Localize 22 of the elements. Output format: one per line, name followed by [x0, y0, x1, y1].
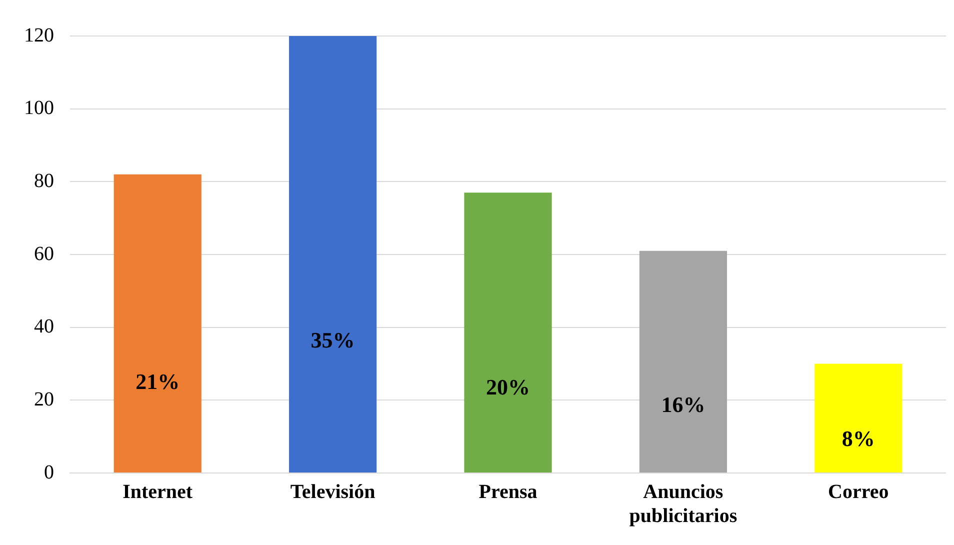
y-tick-label: 100	[24, 97, 54, 120]
x-tick-label: Televisión	[290, 481, 376, 504]
bar	[464, 192, 552, 472]
annotation: 16%	[661, 392, 706, 418]
y-tick-label: 20	[34, 388, 54, 410]
y-tick-label: 60	[34, 242, 54, 265]
bar	[289, 36, 377, 472]
y-tick-label: 40	[34, 316, 54, 338]
y-tick-label: 80	[34, 170, 54, 192]
annotation: 35%	[310, 328, 355, 353]
bar	[114, 174, 202, 472]
annotation: 8%	[842, 426, 875, 451]
y-tick-label: 0	[44, 461, 54, 484]
bar	[639, 250, 727, 472]
annotation: 21%	[136, 369, 180, 394]
bar	[814, 364, 902, 472]
annotation: 20%	[486, 374, 530, 400]
x-tick-label: Anuncios publicitarios	[629, 481, 738, 528]
x-tick-label: Internet	[122, 481, 193, 504]
x-tick-label: Prensa	[478, 481, 538, 504]
y-tick-label: 120	[24, 24, 54, 46]
x-tick-label: Correo	[828, 481, 889, 504]
